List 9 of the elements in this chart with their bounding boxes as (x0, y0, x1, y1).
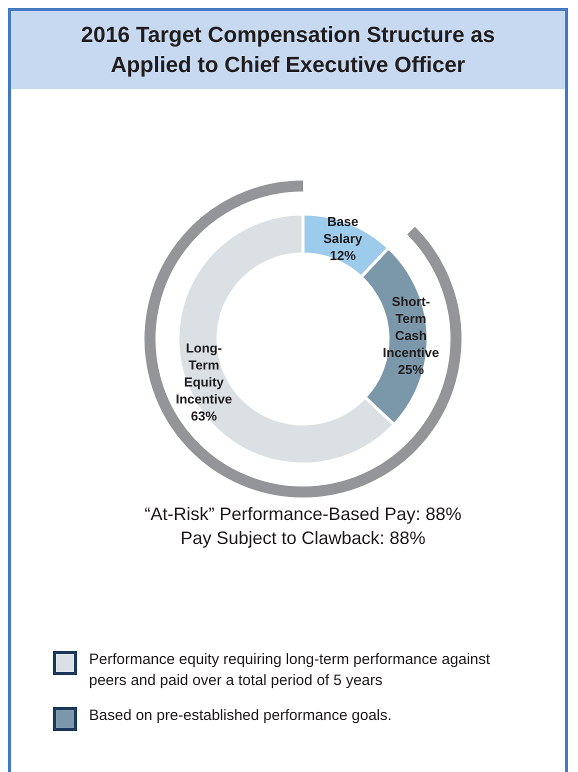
text: “At-Risk” Performance-Based Pay: 88% (144, 504, 462, 524)
chart-title: 2016 Target Compensation Structure as Applied to Chief Executive Officer (11, 11, 565, 89)
slice-label: Long-Term Equity Incentive (176, 340, 232, 406)
slice-label: Base Salary (323, 214, 364, 246)
text: Pay Subject to Clawback: 88% (180, 528, 426, 548)
data-label: 63% (190, 408, 218, 424)
data-label: 12% (330, 248, 356, 264)
text: Based on pre-established performance goals. (89, 706, 392, 726)
text: Performance equity requiring long-term performance against peers and paid over a total period of 5 years (89, 650, 492, 691)
